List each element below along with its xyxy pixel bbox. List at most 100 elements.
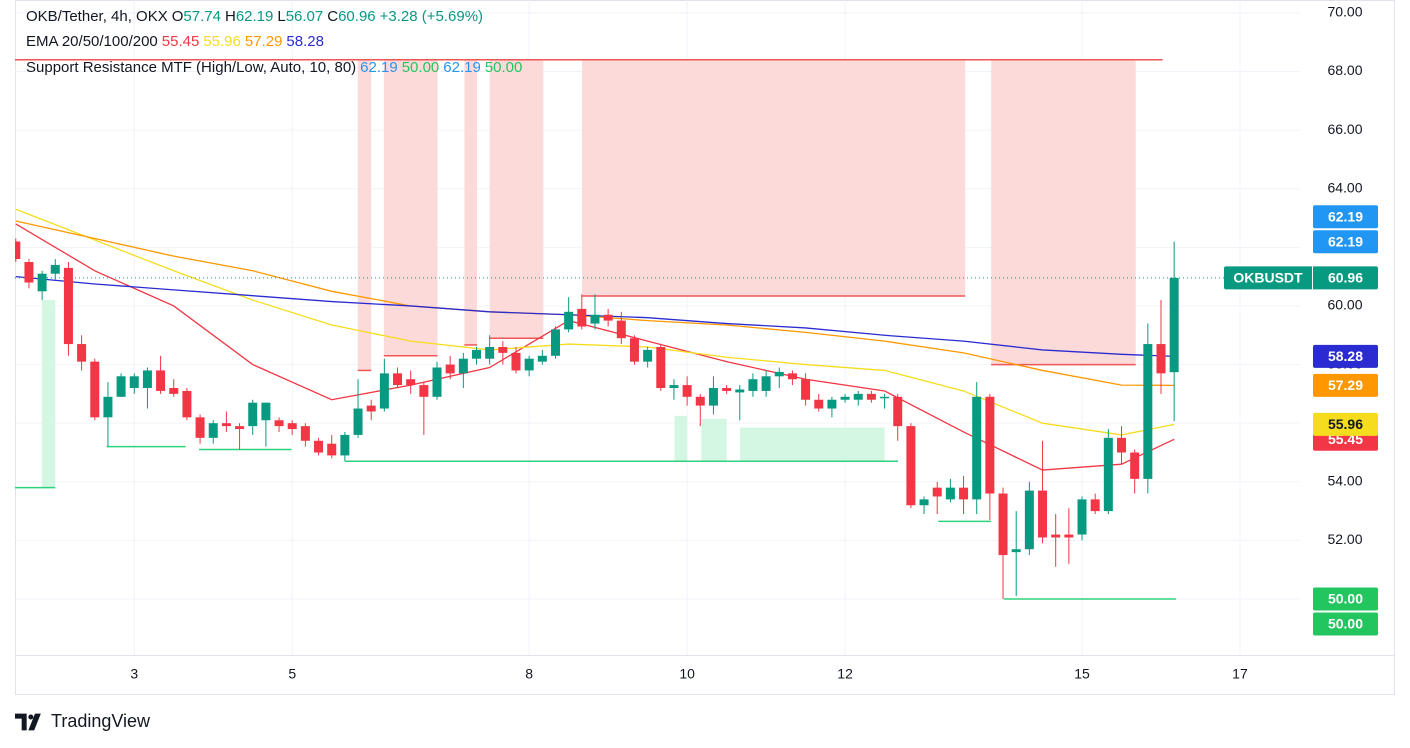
candle-body: [1130, 452, 1140, 479]
candle-body: [959, 487, 969, 500]
candle-body: [300, 426, 310, 441]
x-tick-label: 15: [1074, 666, 1090, 682]
candle-body: [353, 408, 363, 435]
candle-body: [998, 493, 1008, 556]
symbol-badge-price: 60.96: [1328, 270, 1363, 286]
ohlc-value: 57.74: [183, 8, 221, 25]
candle-body: [985, 396, 995, 494]
candle-body: [274, 420, 284, 427]
x-tick-label: 12: [837, 666, 853, 682]
candle-body: [682, 385, 692, 397]
candle-body: [379, 373, 389, 409]
candle-body: [1156, 344, 1166, 374]
candle-body: [787, 373, 797, 380]
candle-body: [853, 393, 863, 400]
candle-body: [1117, 437, 1127, 453]
candle-body: [748, 379, 758, 391]
price-badge-label: 55.96: [1328, 416, 1363, 432]
candle-body: [90, 361, 100, 418]
candle-body: [840, 396, 850, 400]
candle-body: [195, 417, 205, 438]
brand-name: TradingView: [51, 711, 151, 731]
candle-body: [814, 399, 824, 409]
candle-body: [261, 402, 271, 421]
candle-body: [669, 385, 679, 389]
candle-body: [156, 370, 166, 391]
candle-body: [393, 373, 403, 386]
candle-body: [866, 393, 876, 400]
candle-body: [906, 426, 916, 506]
price-badge: [1313, 612, 1378, 636]
candle-body: [472, 349, 482, 359]
candle-body: [50, 264, 60, 274]
candle-body: [629, 338, 639, 362]
ema-title: EMA 20/50/100/200: [26, 33, 158, 50]
symbol-badge: [1224, 266, 1378, 290]
ohlc-label: C: [327, 8, 339, 25]
candle-body: [577, 308, 587, 327]
candle-body: [972, 396, 982, 500]
candle-body: [1090, 499, 1100, 512]
price-badge-label: 50.00: [1328, 591, 1363, 607]
candle-body: [15, 241, 21, 260]
candle-body: [103, 396, 113, 418]
candle-body: [1064, 534, 1074, 538]
y-tick-label: 60.00: [1327, 297, 1362, 313]
candle-body: [656, 346, 666, 389]
price-badge: [1313, 205, 1378, 229]
price-badge: [1313, 344, 1378, 368]
price-badge: [1313, 373, 1378, 397]
price-badge: [1313, 587, 1378, 611]
price-badge: [1313, 230, 1378, 254]
candle-body: [511, 352, 521, 371]
ema-value: 58.28: [286, 33, 324, 50]
ohlc-label: O: [171, 8, 184, 25]
y-tick-label: 70.00: [1327, 4, 1362, 20]
candle-body: [419, 385, 429, 397]
y-tick-label: 64.00: [1327, 179, 1362, 195]
resistance-zone: [357, 59, 372, 371]
candle-body: [550, 329, 560, 356]
candle-body: [932, 487, 942, 497]
candle-body: [801, 379, 811, 400]
y-tick-label: 66.00: [1327, 121, 1362, 137]
candle-body: [1051, 534, 1061, 538]
support-zone: [701, 418, 727, 462]
ema-line: [15, 208, 1175, 436]
candle-body: [774, 371, 784, 377]
candle-body: [880, 396, 890, 399]
candle-body: [314, 440, 324, 453]
y-tick-label: 54.00: [1327, 473, 1362, 489]
ohlc-label: H: [224, 8, 236, 25]
candle-body: [616, 320, 626, 339]
candle-body: [116, 376, 126, 397]
sr-title: Support Resistance MTF (High/Low, Auto, …: [26, 59, 357, 76]
candle-body: [1077, 499, 1087, 535]
candle-body: [564, 311, 574, 330]
price-badge-label: 62.19: [1328, 233, 1363, 249]
resistance-zone: [383, 59, 438, 356]
candle-body: [1169, 277, 1179, 373]
x-tick-label: 5: [288, 666, 296, 682]
sr-value: 62.19: [360, 59, 398, 76]
sr-value: 50.00: [401, 59, 440, 76]
candle-body: [327, 443, 337, 456]
symbol-legend: OKB/Tether, 4h, OKX O57.74 H62.19 L56.07 C60…: [26, 8, 487, 26]
support-zone: [41, 300, 56, 488]
ema-value: 55.45: [161, 33, 200, 50]
candle-body: [235, 426, 245, 430]
candle-body: [695, 396, 705, 406]
candle-body: [366, 405, 376, 412]
candle-body: [24, 262, 34, 283]
ohlc-value: 60.96: [338, 8, 376, 25]
zones: [15, 59, 1163, 488]
candle-body: [142, 370, 152, 389]
price-badge-label: 57.29: [1328, 377, 1363, 393]
candle-body: [1024, 490, 1034, 550]
support-zone: [674, 415, 688, 462]
candle-body: [77, 344, 87, 362]
candle-body: [827, 399, 837, 409]
x-tick-label: 10: [679, 666, 695, 682]
candle-body: [761, 376, 771, 391]
